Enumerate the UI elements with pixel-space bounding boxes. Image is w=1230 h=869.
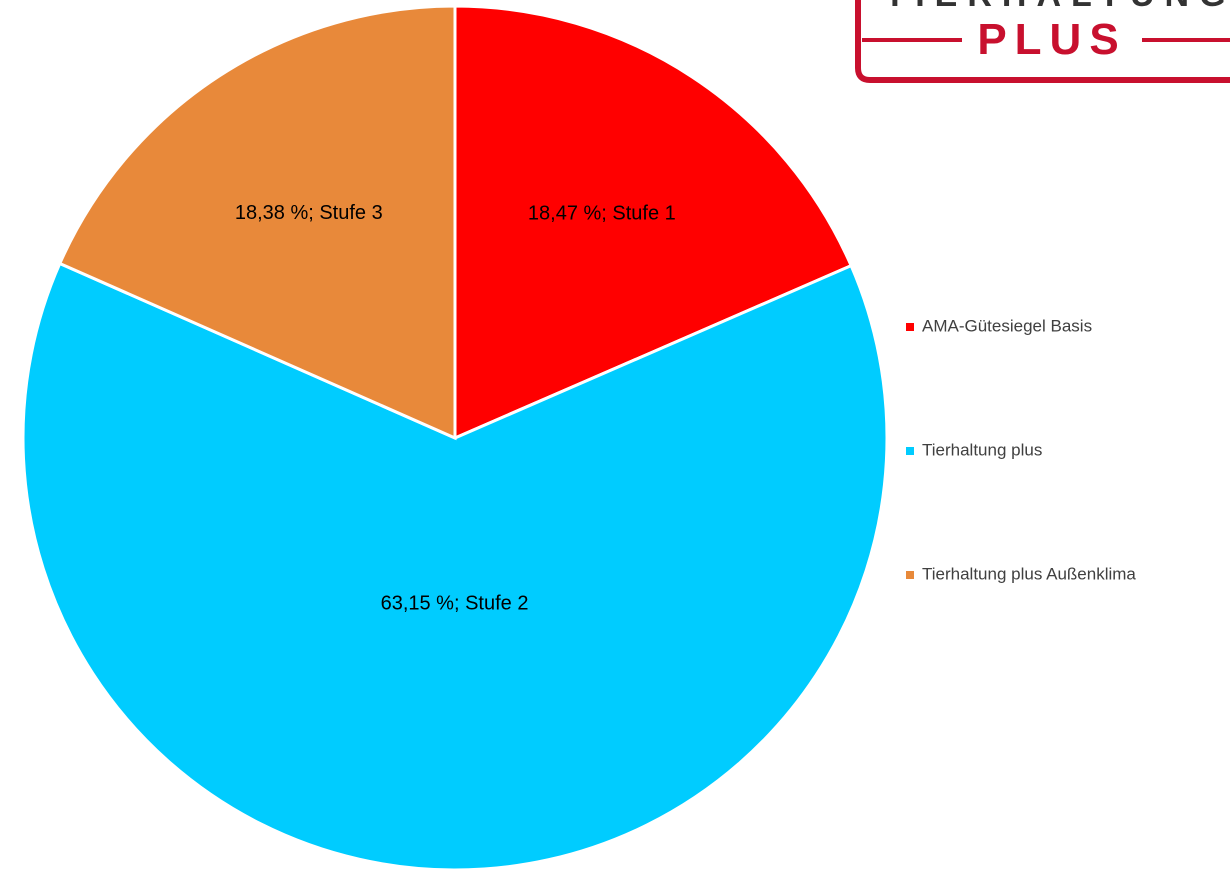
logo-top: TIERHALTUNG <box>884 0 1230 14</box>
logo-frame <box>855 0 1230 83</box>
pie-slice <box>453 4 854 441</box>
pie-slice <box>21 261 889 869</box>
legend-swatch <box>906 571 914 579</box>
legend-label: AMA-Gütesiegel Basis <box>922 316 1092 335</box>
logo: TIERHALTUNG PLUS <box>855 0 1230 83</box>
legend-swatch <box>906 447 914 455</box>
legend-label: Tierhaltung plus <box>922 440 1042 459</box>
logo-bottom: PLUS <box>977 15 1126 64</box>
data-label: 18,47 %; Stufe 1 <box>528 202 676 224</box>
pie-slice <box>57 4 457 441</box>
legend-label: Tierhaltung plus Außenklima <box>922 564 1136 583</box>
legend-swatch <box>906 323 914 331</box>
data-label: 18,38 %; Stufe 3 <box>235 202 383 224</box>
data-label: 63,15 %; Stufe 2 <box>381 593 529 615</box>
